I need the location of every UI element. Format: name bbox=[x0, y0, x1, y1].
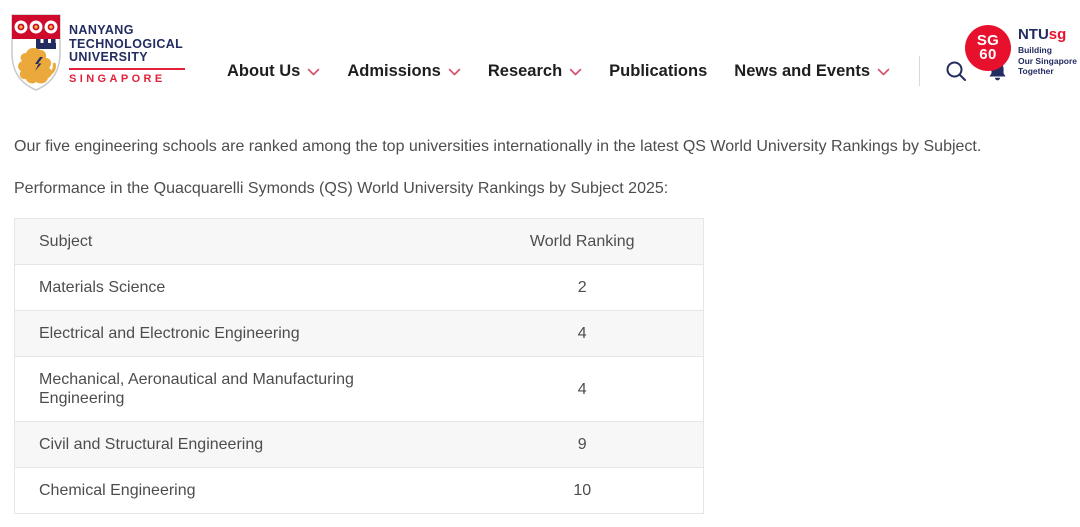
ranking-column-header: World Ranking bbox=[529, 233, 635, 250]
wordmark-line3: UNIVERSITY bbox=[69, 50, 149, 64]
table-header-row: Subject World Ranking bbox=[14, 218, 704, 265]
rankings-table: Subject World Ranking Materials Science 2… bbox=[14, 218, 704, 514]
ntu-logo[interactable]: NANYANG TECHNOLOGICAL UNIVERSITY SINGAPO… bbox=[10, 13, 185, 92]
ranking-cell: 10 bbox=[461, 467, 704, 514]
article-content: Our five engineering schools are ranked … bbox=[0, 97, 1080, 514]
subject-column-header: Subject bbox=[39, 233, 93, 250]
nav-item-about-us[interactable]: About Us bbox=[227, 62, 320, 81]
sg60-line2: 60 bbox=[979, 46, 997, 63]
tagline-line3: Together bbox=[1017, 66, 1054, 76]
wordmark-country: SINGAPORE bbox=[69, 72, 166, 85]
ranking-cell: 4 bbox=[461, 310, 704, 357]
subject-cell: Materials Science bbox=[14, 264, 462, 311]
ranking-cell: 4 bbox=[461, 356, 704, 422]
rankings-table-body: Materials Science 2 Electrical and Electro… bbox=[14, 264, 704, 514]
sg60-line1: SG bbox=[976, 32, 1000, 49]
subject-cell: Civil and Structural Engineering bbox=[14, 421, 462, 468]
subject-cell: Mechanical, Aeronautical and Manufacturi… bbox=[14, 356, 462, 422]
chevron-down-icon bbox=[877, 68, 890, 76]
tagline-line1: Building bbox=[1017, 45, 1052, 55]
table-row: Civil and Structural Engineering 9 bbox=[14, 421, 704, 468]
search-button[interactable] bbox=[944, 59, 968, 83]
nav-item-research[interactable]: Research bbox=[488, 62, 582, 81]
ntusg-tagline: Building Our Singapore Together bbox=[1018, 45, 1077, 77]
site-header: NANYANG TECHNOLOGICAL UNIVERSITY SINGAPO… bbox=[0, 0, 1080, 97]
header-divider bbox=[919, 56, 920, 86]
nav-item-label: About Us bbox=[227, 61, 301, 80]
ntu-wordmark: NANYANG TECHNOLOGICAL UNIVERSITY SINGAPO… bbox=[69, 23, 185, 85]
nav-item-admissions[interactable]: Admissions bbox=[347, 62, 461, 81]
table-row: Electrical and Electronic Engineering 4 bbox=[14, 310, 704, 357]
nav-item-label: Admissions bbox=[347, 61, 441, 80]
intro-paragraph: Our five engineering schools are ranked … bbox=[14, 138, 982, 155]
sg60-ntusg-lockup[interactable]: SG 60 NTUsg Building Our Singapore Toget… bbox=[964, 25, 1077, 77]
subject-cell: Chemical Engineering bbox=[14, 467, 462, 514]
wordmark-line1: NANYANG bbox=[69, 23, 134, 37]
ntusg-brand-ntu: NTU bbox=[1017, 26, 1049, 43]
nav-item-label: Research bbox=[487, 61, 563, 80]
nav-item-label: Publications bbox=[609, 61, 708, 80]
ranking-cell: 9 bbox=[461, 421, 704, 468]
nav-item-news-and-events[interactable]: News and Events bbox=[734, 62, 890, 81]
ntusg-brand-sg: sg bbox=[1048, 26, 1067, 43]
sg60-logo: SG 60 bbox=[964, 25, 1011, 71]
wordmark-divider bbox=[69, 67, 185, 70]
wordmark-line2: TECHNOLOGICAL bbox=[69, 36, 184, 51]
table-row: Materials Science 2 bbox=[14, 264, 704, 311]
chevron-down-icon bbox=[448, 68, 461, 76]
subject-cell: Electrical and Electronic Engineering bbox=[14, 310, 462, 357]
ntu-crest-icon bbox=[11, 14, 61, 91]
ntusg-brand: NTUsg bbox=[1018, 27, 1077, 43]
nav-item-publications[interactable]: Publications bbox=[609, 62, 707, 81]
performance-paragraph: Performance in the Quacquarelli Symonds … bbox=[14, 180, 669, 197]
chevron-down-icon bbox=[569, 68, 582, 76]
search-icon bbox=[946, 61, 966, 81]
table-row: Mechanical, Aeronautical and Manufacturi… bbox=[14, 356, 704, 422]
main-nav: About Us Admissions Research Publications Ne… bbox=[227, 55, 1009, 87]
ranking-cell: 2 bbox=[461, 264, 704, 311]
table-row: Chemical Engineering 10 bbox=[14, 467, 704, 514]
nav-item-label: News and Events bbox=[734, 61, 870, 80]
ntusg-block: NTUsg Building Our Singapore Together bbox=[1018, 25, 1077, 77]
tagline-line2: Our Singapore bbox=[1017, 55, 1077, 66]
chevron-down-icon bbox=[308, 68, 320, 76]
